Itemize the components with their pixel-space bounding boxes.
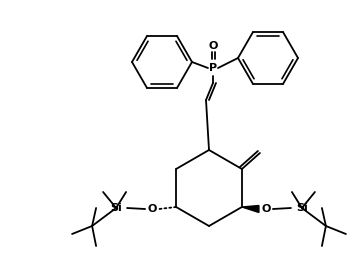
Text: O: O: [208, 41, 218, 51]
Text: O: O: [147, 204, 157, 214]
Polygon shape: [242, 206, 259, 212]
Text: P: P: [209, 63, 217, 73]
Text: O: O: [261, 204, 270, 214]
Text: Si: Si: [110, 203, 122, 213]
Text: Si: Si: [296, 203, 308, 213]
